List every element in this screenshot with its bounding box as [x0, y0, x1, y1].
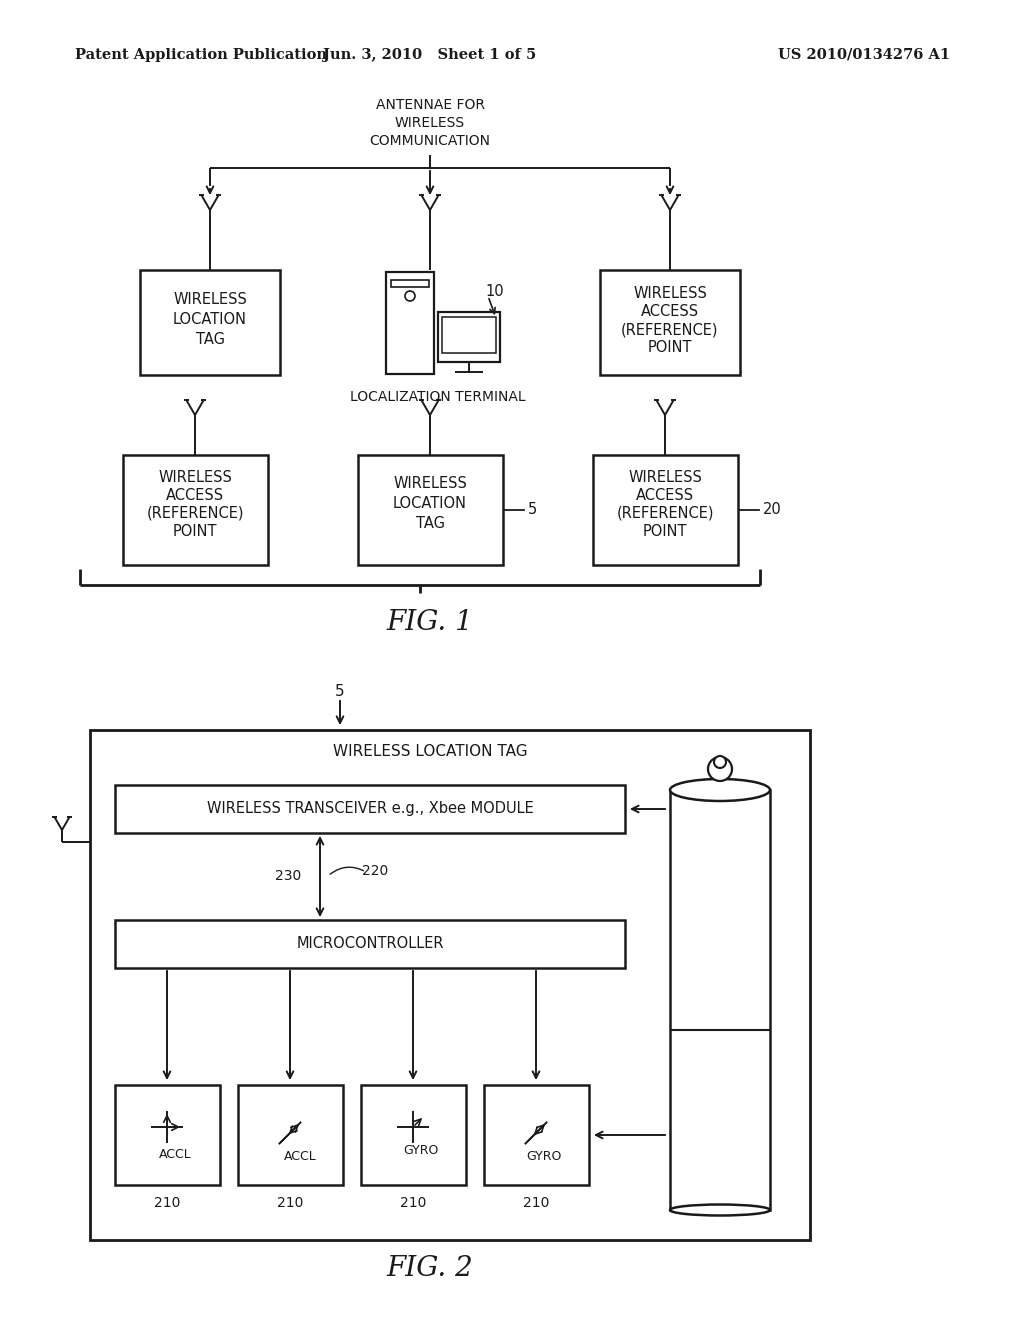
Bar — [90, 730, 810, 1239]
Ellipse shape — [670, 1204, 770, 1216]
Circle shape — [714, 756, 726, 768]
Text: WIRELESS: WIRELESS — [628, 470, 701, 484]
Ellipse shape — [670, 779, 770, 801]
Bar — [361, 1085, 466, 1185]
Text: TAG: TAG — [416, 516, 444, 531]
Text: WIRELESS TRANSCEIVER e.g., Xbee MODULE: WIRELESS TRANSCEIVER e.g., Xbee MODULE — [207, 801, 534, 817]
Text: POINT: POINT — [173, 524, 217, 539]
Bar — [238, 1085, 343, 1185]
Circle shape — [406, 290, 415, 301]
Text: ACCL: ACCL — [284, 1151, 316, 1163]
Bar — [123, 455, 268, 565]
Text: WIRELESS: WIRELESS — [395, 116, 465, 129]
Text: FIG. 1: FIG. 1 — [387, 609, 473, 635]
Text: 210: 210 — [276, 1196, 303, 1210]
Text: 10: 10 — [485, 285, 504, 300]
Bar — [358, 455, 503, 565]
Bar — [600, 271, 740, 375]
Text: US 2010/0134276 A1: US 2010/0134276 A1 — [778, 48, 950, 62]
Bar — [386, 272, 434, 374]
Text: ANTENNAE FOR: ANTENNAE FOR — [376, 98, 484, 112]
Text: MICROCONTROLLER: MICROCONTROLLER — [296, 936, 443, 952]
Text: ACCESS: ACCESS — [166, 487, 224, 503]
Text: LOCATION: LOCATION — [393, 495, 467, 511]
Bar — [438, 312, 500, 362]
Text: TAG: TAG — [196, 333, 224, 347]
Text: (REFERENCE): (REFERENCE) — [616, 506, 714, 520]
Text: 210: 210 — [154, 1196, 180, 1210]
Circle shape — [708, 756, 732, 781]
Text: WIRELESS: WIRELESS — [633, 286, 707, 301]
Text: ACCESS: ACCESS — [641, 305, 699, 319]
Text: 220: 220 — [361, 865, 388, 878]
Text: GYRO: GYRO — [403, 1143, 438, 1156]
Text: 210: 210 — [399, 1196, 426, 1210]
Text: Jun. 3, 2010   Sheet 1 of 5: Jun. 3, 2010 Sheet 1 of 5 — [324, 48, 537, 62]
Bar — [115, 1085, 220, 1185]
Text: POINT: POINT — [648, 341, 692, 355]
Text: 5: 5 — [335, 685, 345, 700]
Bar — [593, 455, 738, 565]
Text: (REFERENCE): (REFERENCE) — [146, 506, 244, 520]
Text: LOCATION: LOCATION — [173, 313, 247, 327]
Text: 20: 20 — [763, 503, 781, 517]
Bar — [115, 920, 625, 968]
Text: ACCL: ACCL — [159, 1148, 191, 1162]
Text: WIRELESS LOCATION TAG: WIRELESS LOCATION TAG — [333, 744, 527, 759]
Text: 210: 210 — [523, 1196, 549, 1210]
Bar — [391, 280, 429, 286]
Text: (REFERENCE): (REFERENCE) — [622, 322, 719, 338]
Text: GYRO: GYRO — [526, 1151, 562, 1163]
Text: LOCALIZATION TERMINAL: LOCALIZATION TERMINAL — [350, 389, 525, 404]
Text: ACCESS: ACCESS — [636, 487, 694, 503]
Bar — [115, 785, 625, 833]
Text: 5: 5 — [528, 503, 538, 517]
Text: FIG. 2: FIG. 2 — [387, 1254, 473, 1282]
Text: WIRELESS: WIRELESS — [393, 475, 467, 491]
Bar — [484, 1085, 589, 1185]
Text: 230: 230 — [274, 869, 301, 883]
Text: POINT: POINT — [643, 524, 687, 539]
Text: WIRELESS: WIRELESS — [158, 470, 232, 484]
Bar — [442, 317, 496, 352]
Text: WIRELESS: WIRELESS — [173, 293, 247, 308]
Bar — [670, 789, 770, 1210]
Text: COMMUNICATION: COMMUNICATION — [370, 135, 490, 148]
Bar — [140, 271, 280, 375]
Text: Patent Application Publication: Patent Application Publication — [75, 48, 327, 62]
